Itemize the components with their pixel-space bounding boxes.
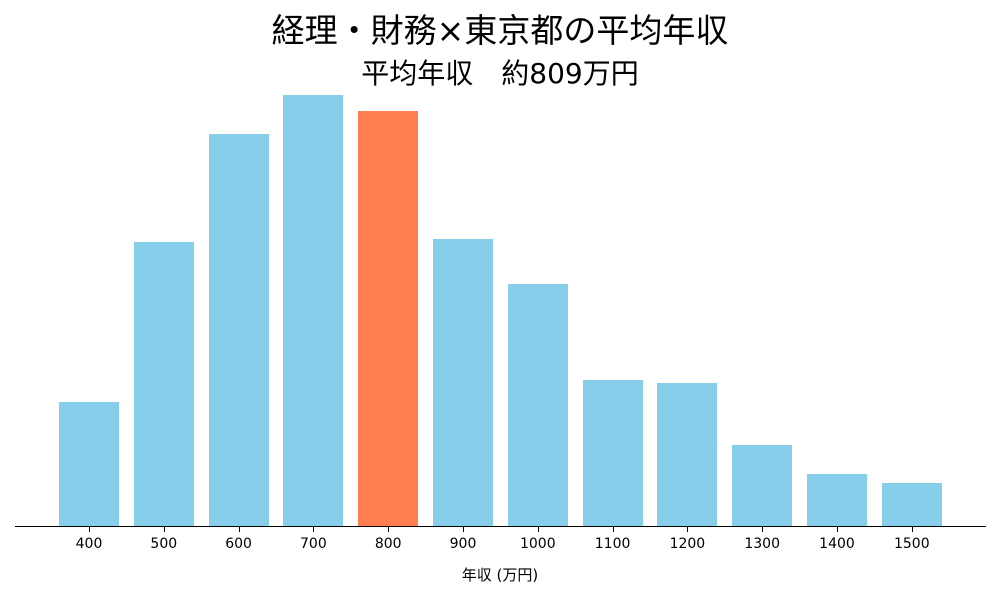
x-tick — [164, 527, 165, 532]
x-tick — [687, 527, 688, 532]
x-tick-label: 700 — [300, 536, 327, 552]
chart-title: 経理・財務×東京都の平均年収 — [271, 11, 729, 50]
x-tick — [239, 527, 240, 532]
x-tick-label: 1500 — [893, 536, 930, 552]
x-tick — [837, 527, 838, 532]
bar-500 — [133, 242, 194, 527]
x-tick — [613, 527, 614, 532]
bar-900 — [433, 239, 493, 527]
x-tick — [912, 527, 913, 532]
bar-1200 — [657, 383, 718, 527]
x-tick — [762, 527, 763, 532]
bar-1400 — [807, 474, 867, 527]
bar-800 — [358, 111, 419, 527]
x-tick-label: 900 — [449, 536, 477, 552]
x-tick — [463, 527, 464, 532]
x-tick-label: 1400 — [819, 536, 855, 552]
x-tick-label: 500 — [150, 536, 178, 552]
x-tick — [388, 527, 389, 532]
plot-area — [15, 80, 986, 527]
bar-1300 — [732, 445, 793, 527]
bar-1000 — [507, 284, 568, 527]
x-axis-line — [15, 526, 986, 528]
chart-subtitle: 平均年収 約809万円 — [361, 57, 639, 90]
x-tick-label: 1300 — [744, 536, 780, 552]
bar-600 — [208, 134, 269, 527]
x-axis-label: 年収 (万円) — [461, 566, 539, 584]
bar-1500 — [881, 483, 942, 527]
x-tick-label: 1000 — [519, 536, 556, 552]
x-tick — [313, 527, 314, 532]
x-tick-label: 1100 — [594, 536, 631, 552]
x-tick-label: 400 — [75, 536, 103, 552]
x-tick — [538, 527, 539, 532]
x-tick-label: 1200 — [669, 536, 706, 552]
x-tick-label: 600 — [225, 536, 252, 552]
bar-400 — [59, 402, 119, 527]
bar-700 — [283, 95, 344, 527]
x-tick — [89, 527, 90, 532]
bar-1100 — [582, 380, 643, 527]
x-tick-label: 800 — [374, 536, 402, 552]
